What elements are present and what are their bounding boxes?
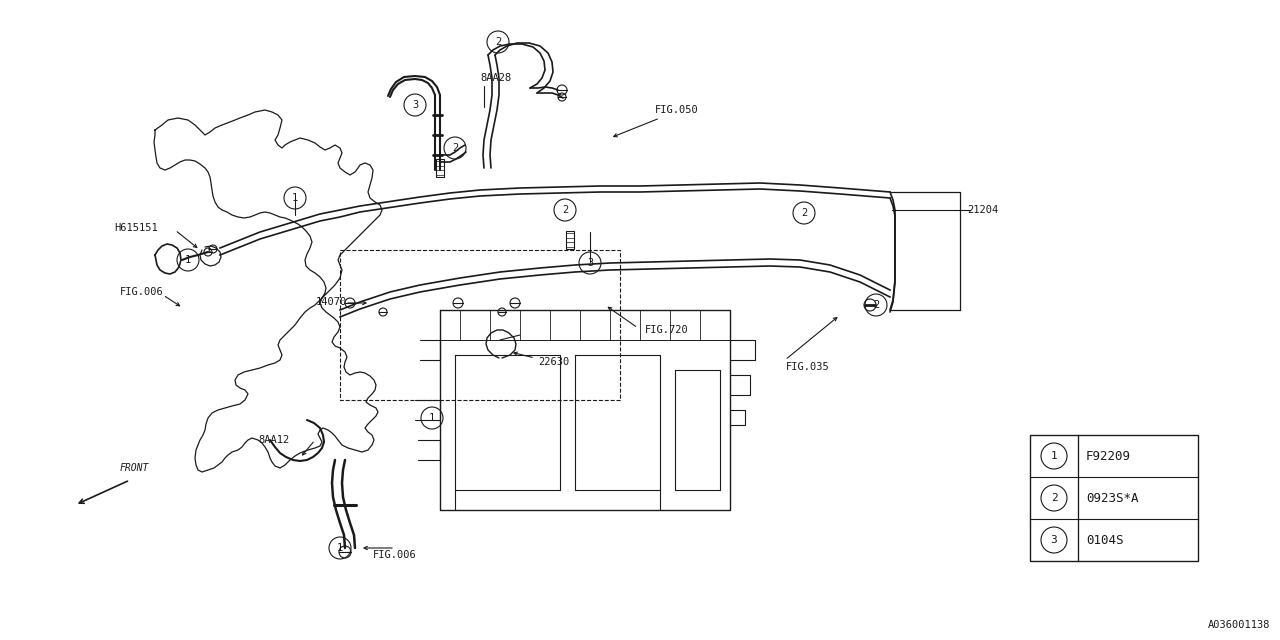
Text: 0104S: 0104S bbox=[1085, 534, 1124, 547]
Text: 14070: 14070 bbox=[316, 297, 347, 307]
Text: FIG.035: FIG.035 bbox=[786, 362, 829, 372]
Text: 3: 3 bbox=[412, 100, 419, 110]
Text: 3: 3 bbox=[1051, 535, 1057, 545]
Text: 2: 2 bbox=[452, 143, 458, 153]
Text: FIG.050: FIG.050 bbox=[655, 105, 699, 115]
Text: 3: 3 bbox=[586, 258, 593, 268]
Bar bbox=[1030, 435, 1198, 561]
Text: 1: 1 bbox=[429, 413, 435, 423]
Text: 21204: 21204 bbox=[966, 205, 998, 215]
Text: 0923S*A: 0923S*A bbox=[1085, 492, 1138, 504]
Bar bbox=[566, 231, 573, 249]
Text: H615151: H615151 bbox=[114, 223, 157, 233]
Text: A036001138: A036001138 bbox=[1207, 620, 1270, 630]
Bar bbox=[436, 159, 444, 177]
Text: FIG.006: FIG.006 bbox=[120, 287, 164, 297]
Text: 2: 2 bbox=[495, 37, 502, 47]
Text: 1: 1 bbox=[337, 543, 343, 553]
Text: 2: 2 bbox=[801, 208, 808, 218]
Text: FRONT: FRONT bbox=[120, 463, 150, 473]
Text: F92209: F92209 bbox=[1085, 449, 1132, 463]
Text: 8AA12: 8AA12 bbox=[259, 435, 289, 445]
Text: 2: 2 bbox=[562, 205, 568, 215]
Text: 2: 2 bbox=[1051, 493, 1057, 503]
Text: 1: 1 bbox=[1051, 451, 1057, 461]
Text: 1: 1 bbox=[184, 255, 191, 265]
Text: FIG.720: FIG.720 bbox=[645, 325, 689, 335]
Text: 1: 1 bbox=[292, 193, 298, 203]
Text: 8AA28: 8AA28 bbox=[480, 73, 511, 83]
Text: 2: 2 bbox=[873, 300, 879, 310]
Text: 22630: 22630 bbox=[538, 357, 570, 367]
Text: FIG.006: FIG.006 bbox=[374, 550, 417, 560]
